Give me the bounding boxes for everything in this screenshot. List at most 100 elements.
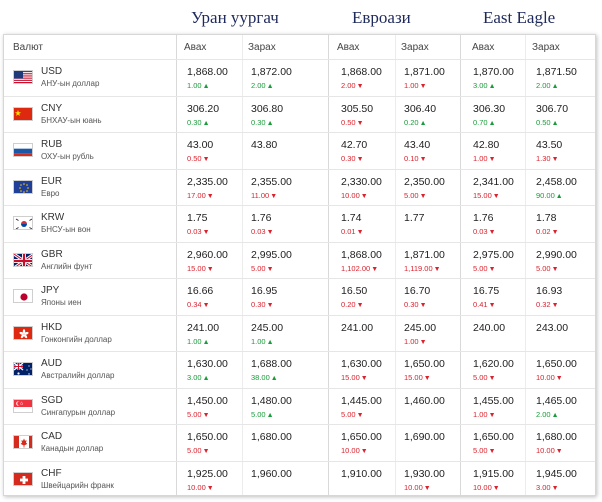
rate-value: 43.50 bbox=[536, 139, 563, 151]
sgd-flag-icon bbox=[13, 398, 33, 413]
arrow-down-icon: ▼ bbox=[551, 156, 559, 163]
rate-value: 1.76 bbox=[251, 212, 272, 224]
east-eagle-buy-cell: 1,650.00 5.00▼ bbox=[473, 431, 514, 455]
column-separator bbox=[395, 35, 396, 495]
rate-value: 2,975.00 bbox=[473, 248, 514, 261]
east-eagle-buy-cell: 1,455.00 1.00▼ bbox=[473, 395, 514, 419]
uran-buy-cell: 1,650.00 5.00▼ bbox=[187, 431, 228, 455]
rub-flag-icon bbox=[13, 143, 33, 157]
currency-name: АНУ-ын доллар bbox=[41, 79, 100, 88]
arrow-down-icon: ▼ bbox=[423, 375, 431, 382]
uran-buy-cell: 2,335.00 17.00▼ bbox=[187, 176, 228, 200]
uran-buy-cell: 306.20 0.30▲ bbox=[187, 103, 219, 127]
jpy-flag-icon bbox=[13, 289, 33, 303]
rate-value: 305.50 bbox=[341, 102, 374, 115]
currency-code: GBR bbox=[41, 248, 63, 260]
rate-value: 2,330.00 bbox=[341, 175, 382, 188]
east-eagle-buy-cell: 306.30 0.70▲ bbox=[473, 103, 505, 127]
rate-value: 1,465.00 bbox=[536, 394, 577, 407]
arrow-down-icon: ▼ bbox=[488, 448, 496, 455]
rate-value: 43.00 bbox=[187, 139, 214, 151]
change-value: 0.70 bbox=[473, 117, 488, 127]
currency-code: CAD bbox=[41, 431, 63, 442]
rate-value: 1.77 bbox=[404, 212, 425, 224]
rate-change: 5.00▼ bbox=[473, 264, 514, 273]
rate-value: 1,690.00 bbox=[404, 431, 445, 443]
rate-value: 1,650.00 bbox=[404, 358, 445, 370]
rate-value: 16.93 bbox=[536, 285, 563, 297]
rate-change: 15.00▼ bbox=[341, 373, 382, 382]
rate-change: 1.00▼ bbox=[404, 337, 436, 346]
change-value: 2.00 bbox=[251, 81, 266, 90]
currency-name: Английн фунт bbox=[41, 261, 93, 271]
uran-buy-cell: 1,925.00 10.00▼ bbox=[187, 468, 228, 492]
arrow-down-icon: ▼ bbox=[356, 156, 364, 163]
rate-change: 0.50▼ bbox=[341, 118, 373, 127]
rate-value: 1,871.50 bbox=[536, 66, 577, 78]
east-eagle-buy-cell: 2,341.00 15.00▼ bbox=[473, 176, 514, 200]
change-value: 10.00 bbox=[341, 190, 360, 200]
rate-value: 1,650.00 bbox=[187, 431, 228, 443]
uran-sell-cell: 2,995.00 5.00▼ bbox=[251, 249, 292, 273]
arrow-down-icon: ▼ bbox=[202, 448, 210, 455]
rate-row-rub: RUB ОХУ-ын рубль 43.00 0.50▼ 43.80 42.70 0.30▼… bbox=[4, 132, 595, 169]
rate-change: 1.00▲ bbox=[251, 337, 283, 346]
uran-sell-cell: 1,688.00 38.00▲ bbox=[251, 358, 292, 382]
arrow-up-icon: ▲ bbox=[266, 411, 274, 419]
arrow-down-icon: ▼ bbox=[555, 448, 563, 455]
change-value: 1.30 bbox=[536, 154, 551, 163]
rate-value: 245.00 bbox=[251, 321, 284, 334]
rate-value: 306.40 bbox=[404, 102, 437, 115]
rate-value: 1.74 bbox=[341, 212, 362, 224]
euroasia-buy-cell: 1,910.00 bbox=[341, 468, 382, 480]
rate-change: 1,102.00▼ bbox=[341, 264, 382, 273]
change-value: 0.50 bbox=[187, 154, 202, 163]
change-value: 0.10 bbox=[404, 154, 419, 163]
arrow-down-icon: ▼ bbox=[551, 484, 559, 492]
rate-change: 0.50▲ bbox=[536, 118, 568, 127]
rate-change: 0.02▼ bbox=[536, 227, 559, 236]
change-value: 0.30 bbox=[251, 117, 266, 127]
change-value: 1,119.00 bbox=[404, 263, 433, 273]
east-eagle-sell-cell: 1,680.00 10.00▼ bbox=[536, 431, 577, 455]
change-value: 1.00 bbox=[187, 81, 202, 90]
euroasia-buy-cell: 42.70 0.30▼ bbox=[341, 139, 367, 163]
uran-sell-cell: 1,960.00 bbox=[251, 468, 292, 480]
arrow-up-icon: ▲ bbox=[270, 375, 278, 382]
arrow-down-icon: ▼ bbox=[202, 229, 210, 236]
currency-name: Гонконгийн доллар bbox=[41, 334, 112, 344]
euroasia-sell-cell: 1.77 bbox=[404, 212, 424, 224]
change-value: 0.03 bbox=[251, 227, 266, 236]
east-eagle-sell-cell: 1.78 0.02▼ bbox=[536, 212, 559, 236]
bank-title-uran: Уран уургач bbox=[191, 8, 279, 27]
change-value: 5.00 bbox=[473, 373, 488, 382]
euroasia-sell-cell: 2,350.00 5.00▼ bbox=[404, 176, 445, 200]
exchange-rate-table: Валют Авах Зарах Авах Зарах Авах Зарах U… bbox=[3, 34, 596, 496]
rate-value: 306.20 bbox=[187, 102, 220, 115]
hkd-flag-icon bbox=[13, 325, 33, 340]
rate-value: 1,945.00 bbox=[536, 467, 577, 480]
rate-value: 1,930.00 bbox=[404, 467, 445, 480]
rate-change: 1.00▼ bbox=[473, 154, 499, 163]
rate-change: 0.34▼ bbox=[187, 300, 213, 309]
uran-sell-cell: 1,872.00 2.00▲ bbox=[251, 66, 292, 90]
arrow-down-icon: ▼ bbox=[488, 411, 496, 419]
rate-change: 0.30▼ bbox=[341, 154, 367, 163]
rate-value: 2,990.00 bbox=[536, 248, 577, 261]
change-value: 0.02 bbox=[536, 227, 551, 236]
column-separator bbox=[242, 35, 243, 495]
arrow-up-icon: ▲ bbox=[202, 338, 210, 346]
change-value: 2.00 bbox=[341, 81, 356, 90]
east-eagle-sell-cell: 2,458.00 90.00▲ bbox=[536, 176, 577, 200]
rate-value: 2,960.00 bbox=[187, 248, 228, 261]
euroasia-buy-cell: 2,330.00 10.00▼ bbox=[341, 176, 382, 200]
euroasia-buy-cell: 1,868.00 1,102.00▼ bbox=[341, 249, 382, 273]
euroasia-buy-cell: 1,630.00 15.00▼ bbox=[341, 358, 382, 382]
rate-change: 0.32▼ bbox=[536, 300, 562, 309]
arrow-down-icon: ▼ bbox=[488, 229, 496, 236]
change-value: 5.00 bbox=[187, 446, 202, 455]
currency-name: БНСУ-ын вон bbox=[41, 225, 91, 234]
arrow-down-icon: ▼ bbox=[419, 338, 427, 346]
header-sell: Зарах bbox=[401, 42, 429, 53]
change-value: 10.00 bbox=[341, 446, 360, 455]
